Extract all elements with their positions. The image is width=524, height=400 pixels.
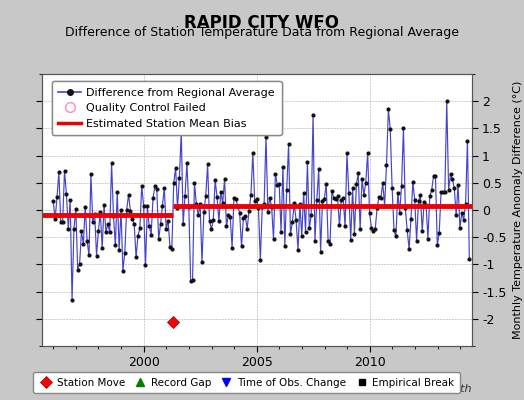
Legend: Difference from Regional Average, Quality Control Failed, Estimated Station Mean: Difference from Regional Average, Qualit… [52, 81, 281, 135]
Text: Berkeley Earth: Berkeley Earth [389, 384, 472, 394]
Legend: Station Move, Record Gap, Time of Obs. Change, Empirical Break: Station Move, Record Gap, Time of Obs. C… [33, 372, 460, 393]
Y-axis label: Monthly Temperature Anomaly Difference (°C): Monthly Temperature Anomaly Difference (… [514, 81, 523, 339]
Text: RAPID CITY WFO: RAPID CITY WFO [184, 14, 340, 32]
Text: Difference of Station Temperature Data from Regional Average: Difference of Station Temperature Data f… [65, 26, 459, 39]
